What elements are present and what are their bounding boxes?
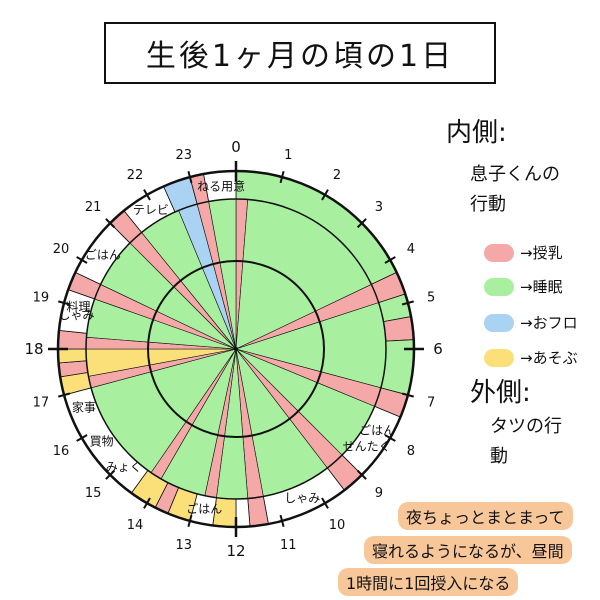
outer-activity-label: ねる用意	[197, 179, 245, 194]
hour-label-22: 22	[127, 168, 144, 183]
hour-label-14: 14	[127, 518, 144, 533]
note-line-2: 寝れるようになるが、昼間	[364, 536, 572, 564]
hour-label-11: 11	[280, 538, 297, 553]
hour-label-13: 13	[175, 538, 192, 553]
hour-tick	[143, 497, 151, 509]
hour-tick	[105, 218, 116, 229]
legend-item-sleep: →睡眠	[484, 276, 563, 297]
legend-inner-subject: 息子くんの行動	[470, 164, 560, 215]
hour-label-9: 9	[375, 486, 383, 501]
hour-tick	[187, 171, 193, 184]
swatch-bath	[484, 313, 514, 332]
legend-outer-subject: タツの行動	[490, 416, 562, 467]
hour-label-10: 10	[329, 518, 346, 533]
hour-tick	[401, 392, 414, 398]
outer-activity-label: ごはん	[85, 247, 121, 262]
hour-label-0: 0	[231, 138, 241, 156]
swatch-play	[484, 348, 514, 367]
legend-item-feeding: →授乳	[484, 242, 563, 263]
hour-tick	[143, 189, 151, 201]
hour-label-12: 12	[226, 542, 245, 560]
hour-tick	[279, 514, 285, 527]
legend-label-feeding: →授乳	[520, 244, 563, 262]
hour-label-4: 4	[407, 242, 415, 257]
swatch-sleep	[484, 277, 514, 296]
outer-activity-label: みょく	[106, 460, 142, 474]
hour-tick	[187, 514, 193, 527]
page-title: 生後1ヶ月の頃の1日	[145, 39, 455, 74]
hour-label-7: 7	[427, 395, 435, 410]
hour-label-18: 18	[24, 340, 43, 358]
hour-tick	[105, 469, 116, 480]
hour-label-21: 21	[85, 200, 102, 215]
hour-label-1: 1	[284, 148, 292, 163]
hour-tick	[356, 469, 367, 480]
hour-tick	[401, 300, 414, 306]
outer-activity-label: しゃみ	[284, 491, 320, 505]
hour-tick	[384, 256, 396, 264]
legend-item-bath: →おフロ	[484, 312, 578, 333]
legend-outer-heading: 外側:	[470, 378, 531, 408]
outer-activity-label: 家事	[72, 399, 96, 414]
swatch-feeding	[484, 243, 514, 262]
hour-label-3: 3	[375, 200, 383, 215]
hour-tick	[384, 434, 396, 442]
inner-circle	[147, 260, 325, 438]
outer-activity-label: ごはん	[359, 423, 395, 438]
outer-activity-label: テレビ	[133, 203, 169, 217]
hour-tick	[76, 434, 88, 442]
hour-tick	[58, 300, 71, 306]
middle-circle	[85, 198, 387, 500]
outer-segment-none	[235, 498, 251, 528]
hour-label-8: 8	[407, 444, 415, 459]
outer-activity-label: 買物	[90, 434, 114, 448]
legend-label-play: →あそぶ	[520, 349, 578, 367]
legend-label-bath: →おフロ	[520, 314, 578, 332]
hour-label-5: 5	[427, 291, 435, 306]
title-box: 生後1ヶ月の頃の1日	[104, 22, 496, 84]
legend-inner-heading: 内側:	[446, 118, 507, 148]
legend-item-play: →あそぶ	[484, 347, 578, 368]
outer-activity-label: ごはん	[186, 501, 222, 516]
outer-activity-label: 料理	[67, 300, 91, 314]
outer-activity-label: せんたく	[343, 440, 391, 454]
legend-label-sleep: →睡眠	[520, 278, 563, 296]
hour-tick	[279, 171, 285, 184]
hour-label-2: 2	[333, 168, 341, 183]
hour-label-23: 23	[175, 148, 192, 163]
hour-label-20: 20	[53, 242, 70, 257]
center-dot	[234, 347, 238, 351]
hour-label-6: 6	[433, 340, 443, 358]
hour-label-15: 15	[85, 486, 102, 501]
outer-activity-label: しゃみ	[59, 308, 95, 322]
hour-tick	[321, 189, 329, 201]
hour-tick	[356, 218, 367, 229]
hour-label-17: 17	[33, 395, 50, 410]
hour-label-16: 16	[53, 444, 70, 459]
note-line-3: 1時間に1回授入になる	[338, 568, 519, 596]
hour-tick	[76, 256, 88, 264]
hour-tick	[58, 392, 71, 398]
note-line-1: 夜ちょっとまとまって	[398, 502, 573, 530]
hour-tick	[321, 497, 329, 509]
hour-label-19: 19	[33, 291, 50, 306]
outer-segment-play	[57, 348, 87, 364]
